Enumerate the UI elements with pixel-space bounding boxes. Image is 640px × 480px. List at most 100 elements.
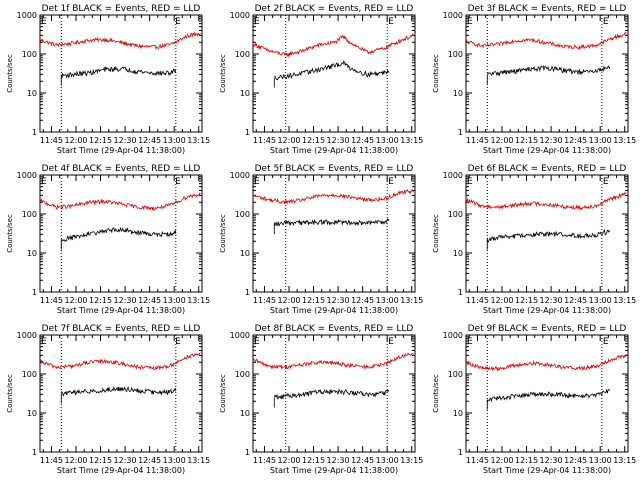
y-tick-label: 100 [448, 370, 463, 379]
x-tick-label: 12:00 [490, 296, 513, 305]
chart-title: Det 1f BLACK = Events, RED = LLD [42, 4, 201, 14]
chart-title: Det 6f BLACK = Events, RED = LLD [468, 164, 627, 174]
plot-frame [39, 174, 203, 293]
chart-title: Det 4f BLACK = Events, RED = LLD [42, 164, 201, 174]
chart-panel-9: Det 9f BLACK = Events, RED = LLD 1 10 100 10… [432, 324, 636, 475]
event-marker-label: E [41, 177, 47, 187]
y-tick-label: 10 [240, 409, 250, 418]
y-tick-label: 10 [240, 249, 250, 258]
event-marker-label: E [388, 337, 394, 347]
x-tick-label: 13:15 [613, 296, 636, 305]
y-tick-label: 1000 [230, 331, 250, 340]
x-tick-label: 12:15 [515, 456, 538, 465]
y-tick-label: 100 [448, 210, 463, 219]
x-tick-label: 11:45 [253, 296, 276, 305]
x-tick-label: 11:45 [40, 456, 63, 465]
x-tick-label: 11:45 [40, 296, 63, 305]
x-axis-label: Start Time (29-Apr-04 11:38:00) [483, 466, 611, 475]
y-axis-label: Counts/sec [432, 214, 440, 253]
y-axis-label: Counts/sec [6, 54, 14, 93]
plot-frame [252, 14, 416, 133]
x-tick-label: 12:30 [114, 296, 137, 305]
events-rate-line [486, 388, 611, 403]
y-tick-label: 10 [27, 409, 37, 418]
x-tick-label: 12:15 [302, 296, 325, 305]
lld-rate-line [465, 32, 627, 51]
y-axis-label: Counts/sec [219, 54, 227, 93]
event-marker-label: E [603, 177, 609, 187]
chart-panel-7: Det 7f BLACK = Events, RED = LLD 1 10 100 10… [6, 324, 210, 475]
x-tick-label: 12:30 [327, 456, 350, 465]
event-marker-label: E [603, 337, 609, 347]
x-tick-label: 12:15 [515, 296, 538, 305]
x-tick-label: 11:45 [466, 456, 489, 465]
y-axis-label: Counts/sec [6, 214, 14, 253]
x-tick-label: 11:45 [253, 136, 276, 145]
y-tick-label: 1000 [443, 171, 463, 180]
plot-frame [252, 334, 416, 453]
events-rate-line [273, 217, 390, 227]
y-tick-label: 1000 [230, 11, 250, 20]
y-tick-label: 1000 [443, 331, 463, 340]
chart-title: Det 7f BLACK = Events, RED = LLD [42, 324, 201, 334]
y-tick-label: 100 [235, 210, 250, 219]
x-tick-label: 12:30 [114, 456, 137, 465]
chart-title: Det 3f BLACK = Events, RED = LLD [468, 4, 627, 14]
event-marker-label: E [41, 17, 47, 27]
x-tick-label: 12:45 [138, 136, 161, 145]
y-tick-label: 10 [27, 249, 37, 258]
x-tick-label: 13:00 [163, 136, 186, 145]
x-tick-label: 13:00 [376, 136, 399, 145]
chart-title: Det 8f BLACK = Events, RED = LLD [255, 324, 414, 334]
x-axis-label: Start Time (29-Apr-04 11:38:00) [483, 146, 611, 155]
y-axis-label: Counts/sec [6, 374, 14, 413]
x-tick-label: 12:00 [277, 296, 300, 305]
x-tick-label: 13:15 [187, 456, 210, 465]
x-tick-label: 12:15 [89, 456, 112, 465]
y-tick-label: 1 [245, 448, 250, 457]
x-tick-label: 12:45 [138, 456, 161, 465]
x-tick-label: 12:45 [564, 136, 587, 145]
lld-rate-line [465, 191, 627, 211]
x-tick-label: 13:15 [613, 136, 636, 145]
y-tick-label: 100 [22, 370, 37, 379]
event-marker-label: E [388, 17, 394, 27]
y-tick-label: 10 [27, 89, 37, 98]
event-marker-label: E [388, 177, 394, 187]
chart-panel-6: Det 6f BLACK = Events, RED = LLD 1 10 100 10… [432, 164, 636, 315]
event-marker-label: E [254, 177, 260, 187]
y-tick-label: 1000 [230, 171, 250, 180]
y-tick-label: 1 [32, 448, 37, 457]
x-tick-label: 13:00 [589, 136, 612, 145]
plot-frame [252, 174, 416, 293]
y-tick-label: 1 [458, 448, 463, 457]
x-tick-label: 13:15 [400, 136, 423, 145]
y-tick-label: 1 [32, 128, 37, 137]
y-axis-label: Counts/sec [432, 374, 440, 413]
x-tick-label: 12:00 [277, 136, 300, 145]
x-tick-label: 12:15 [302, 456, 325, 465]
x-tick-label: 13:15 [400, 456, 423, 465]
x-tick-label: 13:15 [187, 136, 210, 145]
chart-panel-2: Det 2f BLACK = Events, RED = LLD 1 10 100 10… [219, 4, 423, 155]
y-axis-label: Counts/sec [219, 214, 227, 253]
chart-panel-3: Det 3f BLACK = Events, RED = LLD 1 10 100 10… [432, 4, 636, 155]
x-tick-label: 12:45 [564, 456, 587, 465]
y-tick-label: 1000 [17, 171, 37, 180]
x-tick-label: 13:00 [163, 296, 186, 305]
event-marker-label: E [175, 177, 181, 187]
lld-rate-line [252, 33, 414, 58]
y-tick-label: 100 [22, 50, 37, 59]
events-rate-line [60, 226, 177, 242]
chart-panel-8: Det 8f BLACK = Events, RED = LLD 1 10 100 10… [219, 324, 423, 475]
lld-rate-line [40, 352, 201, 371]
x-tick-label: 12:30 [540, 296, 563, 305]
x-tick-label: 12:30 [327, 296, 350, 305]
y-tick-label: 10 [453, 89, 463, 98]
y-tick-label: 100 [235, 370, 250, 379]
x-tick-label: 13:00 [376, 456, 399, 465]
y-tick-label: 1000 [443, 11, 463, 20]
plot-frame [39, 14, 203, 133]
lld-rate-line [252, 352, 414, 371]
x-tick-label: 13:15 [400, 296, 423, 305]
